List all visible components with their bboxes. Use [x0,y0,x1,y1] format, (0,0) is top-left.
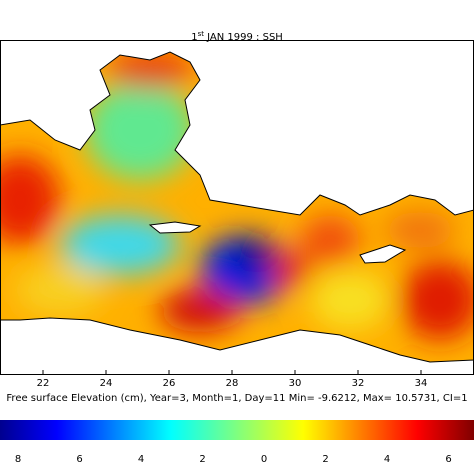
colorbar-label: 4 [384,454,390,465]
crete [148,221,202,234]
title-day: 1 [191,32,197,43]
colorbar-label: 2 [322,454,328,465]
colorbar-label: 0 [261,454,267,465]
title-text: JAN 1999 : SSH [204,32,283,43]
colorbar-label: 6 [445,454,451,465]
caption: Free surface Elevation (cm), Year=3, Mon… [6,393,467,404]
title-superscript: st [198,30,205,38]
colorbar-label: 4 [138,454,144,465]
x-tick-label: 32 [352,378,365,389]
colorbar [0,420,474,440]
title: 1st JAN 1999 : SSH [191,30,283,43]
x-tick-label: 22 [37,378,50,389]
x-tick-label: 30 [289,378,302,389]
x-tick-label: 26 [163,378,176,389]
x-tick-label: 34 [415,378,428,389]
cyprus [359,244,407,264]
x-tick-label: 28 [226,378,239,389]
colorbar-labels: 864202468 [15,454,452,465]
colorbar-label: 6 [76,454,82,465]
coastline [0,51,474,363]
colorbar-label: 8 [15,454,21,465]
sea-surface-field [0,52,474,362]
colorbar-label: 2 [199,454,205,465]
x-axis: 22 24 26 28 30 32 34 [37,370,428,389]
x-tick-label: 24 [100,378,113,389]
